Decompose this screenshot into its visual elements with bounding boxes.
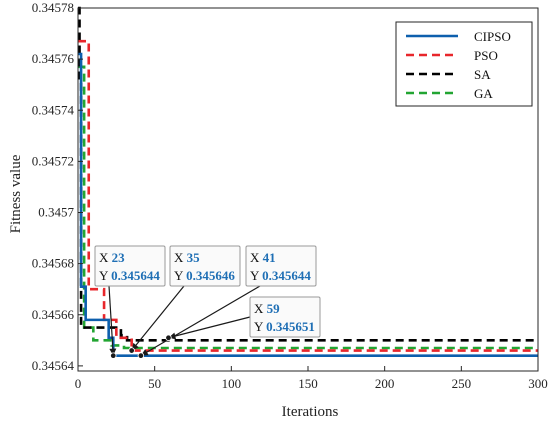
datatip-x-value: 23 (112, 250, 126, 265)
legend-label: PSO (474, 48, 498, 63)
axes-layer: 0 50 100 150 200 250 300 0.34564 0.34566 0.34568 0… (32, 0, 548, 391)
datatip-y-text: Y 0.345644 (99, 268, 160, 283)
y-tick-label: 0.34564 (32, 358, 75, 373)
series-line-pso (78, 39, 538, 352)
x-tick-label: 100 (222, 376, 242, 391)
x-tick-label: 0 (75, 376, 82, 391)
y-tick-label: 0.34572 (32, 153, 74, 168)
datatip-box (249, 296, 321, 338)
datatip-arrowhead (109, 348, 117, 356)
axes-frame (77, 7, 539, 372)
datatip-x-label: X (99, 250, 112, 265)
legend-label: GA (474, 86, 493, 101)
y-tick-label: 0.34566 (32, 307, 75, 322)
datatip-x-value: 35 (187, 250, 201, 265)
datatip-x-value: 41 (263, 250, 276, 265)
datatip-x-text: X 23 (99, 250, 125, 265)
datatip-y-label: Y (174, 268, 186, 283)
datatip-box (169, 245, 241, 287)
y-tick-label: 0.3457 (38, 205, 74, 220)
y-tick-label: 0.34568 (32, 256, 74, 271)
datatip-marker (165, 334, 172, 341)
datatip-marker (128, 347, 135, 354)
datatip-y-value: 0.345644 (111, 268, 160, 283)
datatip-pointer (131, 285, 185, 351)
datatip-pointer (168, 316, 251, 339)
y-tick-label: 0.34574 (32, 102, 75, 117)
datatip-x-text: X 41 (250, 250, 276, 265)
datatip-y-value: 0.345644 (262, 268, 311, 283)
datatip-x-text: X 59 (254, 301, 280, 316)
datatip-pointer (140, 285, 261, 357)
datatip-marker (110, 352, 117, 359)
datatip[interactable]: X 23Y 0.345644 (94, 245, 166, 359)
datatip-x-value: 59 (267, 301, 281, 316)
datatip-x-text: X 35 (174, 250, 200, 265)
datatip[interactable]: X 35Y 0.345646 (128, 245, 241, 354)
datatip-pointer (108, 285, 114, 356)
datatip-x-label: X (174, 250, 187, 265)
datatip-y-text: Y 0.345644 (250, 268, 311, 283)
datatip-x-label: X (250, 250, 263, 265)
y-tick-label: 0.34576 (32, 51, 75, 66)
x-tick-label: 250 (452, 376, 472, 391)
datatip-y-text: Y 0.345646 (174, 268, 235, 283)
x-tick-label: 200 (375, 376, 395, 391)
datatip-y-value: 0.345646 (186, 268, 235, 283)
x-axis-label: Iterations (282, 404, 339, 420)
datatip-box (94, 245, 166, 287)
datatip-y-text: Y 0.345651 (254, 319, 315, 334)
datatip-y-label: Y (254, 319, 266, 334)
x-tick-label: 50 (148, 376, 161, 391)
x-tick-label: 150 (298, 376, 318, 391)
legend: CIPSO PSO SA GA (395, 21, 533, 107)
datatip-marker (137, 352, 145, 359)
x-tick-label: 300 (528, 376, 548, 391)
legend-label: CIPSO (474, 29, 511, 44)
datatip[interactable]: X 41Y 0.345644 (137, 245, 317, 359)
datatip-y-value: 0.345651 (266, 319, 315, 334)
datatip-box (245, 245, 317, 287)
series-line-ga (78, 65, 538, 350)
y-axis-label: Fitness value (8, 154, 24, 233)
y-tick-label: 0.34578 (32, 0, 74, 15)
datatip[interactable]: X 59Y 0.345651 (165, 296, 321, 341)
legend-box (395, 21, 533, 107)
datatip-x-label: X (254, 301, 267, 316)
legend-label: SA (474, 67, 491, 82)
datatip-y-label: Y (99, 268, 111, 283)
datatip-y-label: Y (250, 268, 262, 283)
